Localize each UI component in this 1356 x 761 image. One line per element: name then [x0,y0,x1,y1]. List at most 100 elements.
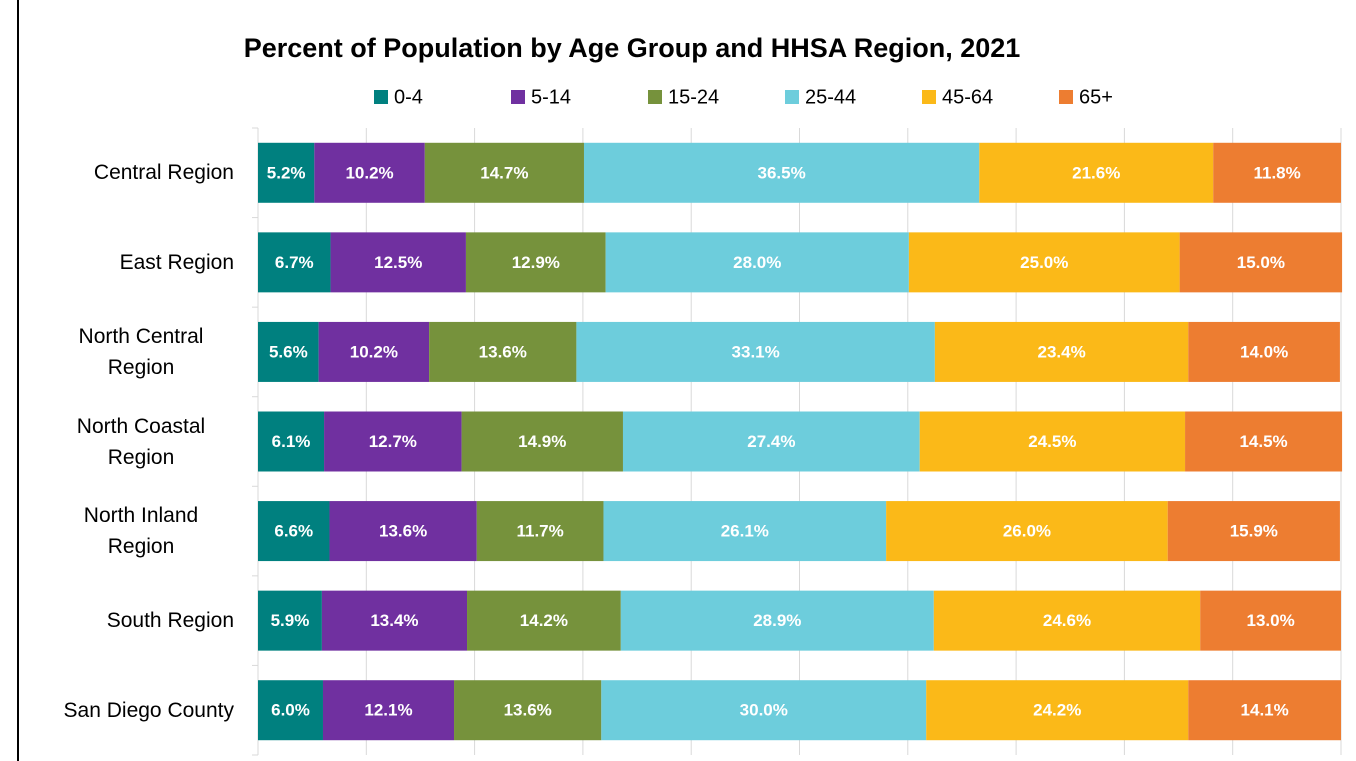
legend-label: 65+ [1079,86,1113,108]
data-label: 25.0% [1020,253,1068,272]
bar-segment [467,590,621,651]
data-label: 27.4% [747,432,795,451]
data-label: 10.2% [350,342,398,361]
data-label: 5.2% [267,163,306,182]
left-margin [0,0,18,761]
bar-segment [908,232,1180,293]
data-label: 12.9% [512,253,560,272]
legend-label: 45-64 [942,86,993,108]
bar-segment [576,321,935,382]
bar-segment [622,411,920,472]
bar-segment [321,590,468,651]
data-label: 33.1% [732,342,780,361]
data-label: 12.7% [369,432,417,451]
data-label: 24.5% [1028,432,1076,451]
bar-segment [258,232,331,293]
bar-segment [601,680,927,741]
bar-segment [258,411,325,472]
bar-segment [1188,680,1341,741]
data-label: 6.6% [274,522,313,541]
bar-segment [1188,321,1340,382]
data-label: 36.5% [758,163,806,182]
bar-segment [258,680,323,741]
data-label: 13.6% [379,522,427,541]
data-label: 26.1% [721,522,769,541]
bar-segment [1179,232,1343,293]
y-tick-label-box: North Coastal Region [20,411,234,473]
bar-segment [322,680,455,741]
data-label: 10.2% [345,163,393,182]
data-label: 6.0% [271,701,310,720]
y-tick-label: Central Region [93,161,234,185]
bar-segment [933,590,1201,651]
bar-segment [919,411,1186,472]
data-label: 14.1% [1241,701,1289,720]
data-label: 21.6% [1072,163,1120,182]
bar-segment [330,232,466,293]
bar-segment [258,501,330,562]
data-label: 5.9% [271,611,310,630]
y-tick-label-box: North Inland Region [20,500,234,562]
data-label: 12.1% [364,701,412,720]
bar-segment [605,232,909,293]
data-label: 28.0% [733,253,781,272]
bar-segment [461,411,623,472]
bar-segment [603,501,887,562]
bar-segment [465,232,606,293]
bar-segment [429,321,577,382]
y-tick-label-box: Central Region [20,157,234,188]
bar-segment [258,142,315,203]
bar-segment [1167,501,1340,562]
data-label: 5.6% [269,342,308,361]
data-label: 13.6% [504,701,552,720]
data-label: 23.4% [1037,342,1085,361]
y-tick-label-box: North Central Region [20,321,234,383]
legend-swatch [374,90,388,104]
bar-segment [329,501,477,562]
y-tick-label: North Inland Region [83,504,199,559]
data-label: 11.8% [1253,163,1300,182]
bar-segment [583,142,980,203]
y-tick-label: North Central Region [78,324,204,379]
legend-swatch [511,90,525,104]
legend-label: 5-14 [531,86,571,108]
y-tick-label-box: East Region [20,247,234,278]
data-label: 14.0% [1240,342,1288,361]
legend-swatch [922,90,936,104]
y-tick-label-box: South Region [20,605,234,636]
bar-segment [314,142,425,203]
data-label: 26.0% [1003,522,1051,541]
data-label: 24.6% [1043,611,1091,630]
data-label: 14.7% [480,163,528,182]
data-label: 6.1% [272,432,311,451]
data-label: 13.6% [479,342,527,361]
bar-segment [1213,142,1341,203]
bar-segment [454,680,602,741]
data-label: 14.5% [1239,432,1287,451]
y-tick-label-box: San Diego County [20,695,234,726]
y-tick-label: North Coastal Region [76,414,206,469]
legend-label: 25-44 [805,86,856,108]
bar-segment [934,321,1189,382]
data-label: 13.0% [1247,611,1295,630]
bar-segment [1200,590,1341,651]
data-label: 11.7% [516,522,563,541]
data-label: 28.9% [753,611,801,630]
legend-label: 0-4 [394,86,423,108]
data-label: 13.4% [370,611,418,630]
bar-segment [258,321,319,382]
legend-swatch [648,90,662,104]
data-label: 30.0% [740,701,788,720]
data-label: 15.0% [1237,253,1285,272]
bar-segment [620,590,934,651]
bar-segment [476,501,604,562]
bar-segment [324,411,462,472]
legend-swatch [1059,90,1073,104]
y-tick-label: East Region [119,250,234,274]
data-label: 15.9% [1230,522,1278,541]
legend-label: 15-24 [668,86,719,108]
bar-segment [318,321,430,382]
chart-title: Percent of Population by Age Group and H… [244,33,1021,63]
